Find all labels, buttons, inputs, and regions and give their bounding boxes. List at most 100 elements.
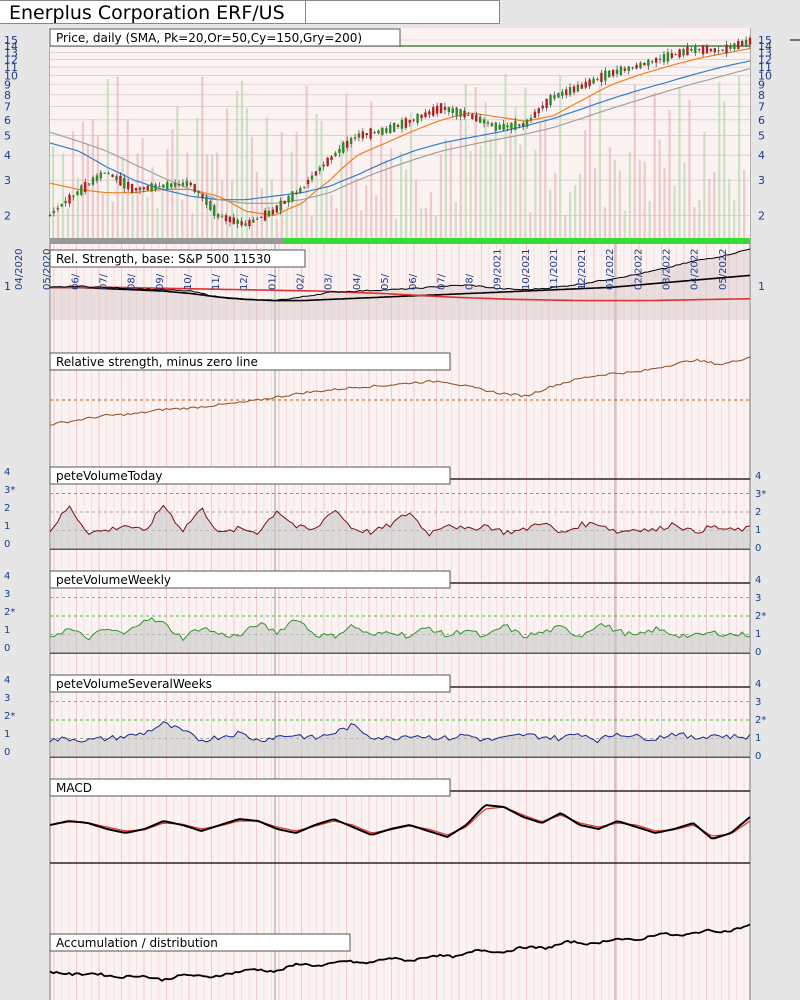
price-candle xyxy=(170,183,173,188)
volume-bar xyxy=(250,136,254,240)
price-ylabel-left: 12 xyxy=(4,53,18,66)
chart-panels xyxy=(48,35,800,982)
volume-bar xyxy=(186,152,189,240)
vol-today-ylabel-left: 3* xyxy=(4,485,15,496)
price-candle xyxy=(471,114,474,119)
volume-bar xyxy=(390,148,393,240)
price-candle xyxy=(529,117,533,120)
volume-bar xyxy=(310,216,313,240)
price-candle xyxy=(205,196,208,205)
price-candle xyxy=(576,84,580,92)
price-candle xyxy=(565,89,568,96)
vol-weekly-label-box xyxy=(49,570,451,589)
price-candle xyxy=(608,70,611,78)
x-tick-label: 06/ xyxy=(70,273,81,290)
price-candle xyxy=(52,210,56,214)
volume-bar xyxy=(484,101,487,241)
vol-several-ylabel-right: 3 xyxy=(755,697,761,708)
price-candle xyxy=(80,185,83,195)
rs-ylabel-right: 1 xyxy=(758,280,765,293)
x-tick-label: 02/ xyxy=(296,273,307,290)
price-candle xyxy=(302,186,306,188)
volume-bar xyxy=(176,106,179,240)
volume-bar xyxy=(191,212,194,240)
price-candle xyxy=(119,175,122,186)
price-candle xyxy=(744,39,748,45)
volume-bar xyxy=(524,87,527,240)
volume-bar xyxy=(335,207,338,240)
volume-bar xyxy=(509,122,512,240)
price-candle xyxy=(322,164,325,167)
price-candle xyxy=(349,138,353,145)
vol-today-ylabel-right: 4 xyxy=(755,471,761,482)
price-candle xyxy=(130,183,134,193)
volume-bar xyxy=(295,131,298,240)
volume-bar xyxy=(549,189,552,240)
price-candle xyxy=(365,133,368,136)
price-candle xyxy=(482,119,486,124)
price-ylabel-right: 3 xyxy=(758,174,765,187)
rs-low-line-red xyxy=(50,286,751,302)
rs-ylabel-left: 1 xyxy=(4,280,11,293)
price-candle xyxy=(115,176,118,181)
price-candle xyxy=(95,175,99,181)
price-candle xyxy=(670,53,673,58)
price-candle xyxy=(412,119,415,121)
price-candle xyxy=(737,41,740,50)
vol-today-label: peteVolumeToday xyxy=(56,469,162,483)
vol-weekly-line xyxy=(49,617,751,642)
price-candle xyxy=(494,122,498,131)
volume-bar xyxy=(678,86,681,241)
x-tick-label: 03/ xyxy=(324,273,335,290)
volume-bar xyxy=(400,152,403,240)
volume-bar xyxy=(618,170,621,240)
price-status-strip-green xyxy=(283,238,750,244)
price-ylabel-left: 13 xyxy=(4,46,18,59)
vol-today-ylabel-right: 1 xyxy=(755,525,761,536)
volume-bar xyxy=(86,145,89,240)
volume-bar xyxy=(544,118,547,240)
volume-bar xyxy=(718,81,721,241)
vol-today-ylabel-left: 4 xyxy=(4,467,10,478)
vol-several-ylabel-right: 1 xyxy=(755,733,761,744)
price-candle xyxy=(357,133,361,138)
volume-bar xyxy=(519,144,522,240)
vol-weekly-ylabel-left: 1 xyxy=(4,625,10,636)
price-candle xyxy=(467,114,470,116)
price-candle xyxy=(134,187,138,191)
price-candle xyxy=(615,69,619,74)
price-candle xyxy=(392,122,396,132)
volume-bar xyxy=(201,76,204,240)
volume-bar xyxy=(683,162,686,240)
price-candle xyxy=(748,37,752,45)
volume-bar xyxy=(235,91,239,241)
price-candle xyxy=(690,49,693,51)
title-box: Enerplus Corporation ERF/US xyxy=(0,0,500,24)
price-candle xyxy=(596,79,599,81)
vol-today-area xyxy=(50,505,750,549)
x-tick-label: 11/ xyxy=(211,273,222,290)
price-candle xyxy=(639,62,642,69)
volume-bar xyxy=(733,200,736,240)
x-tick-label: 05/ xyxy=(380,273,391,290)
volume-bar xyxy=(648,200,651,240)
volume-bar xyxy=(56,202,60,240)
volume-bar xyxy=(504,74,507,240)
price-candle xyxy=(486,122,490,124)
volume-bar xyxy=(449,140,452,240)
price-candle xyxy=(353,137,357,139)
x-tick-label: 11/2021 xyxy=(549,248,560,290)
price-candle xyxy=(541,105,544,109)
volume-bar xyxy=(76,177,80,240)
price-candle xyxy=(674,54,677,56)
price-candle xyxy=(459,109,462,117)
vol-today-ylabel-right: 3* xyxy=(755,489,766,500)
volume-bar xyxy=(355,178,358,240)
price-candle xyxy=(267,210,271,217)
price-candle xyxy=(627,66,630,71)
price-candle xyxy=(498,124,501,130)
price-candle xyxy=(197,191,200,193)
rs-line xyxy=(49,248,751,302)
x-tick-label: 10/2021 xyxy=(521,248,532,290)
price-candle xyxy=(275,205,279,213)
